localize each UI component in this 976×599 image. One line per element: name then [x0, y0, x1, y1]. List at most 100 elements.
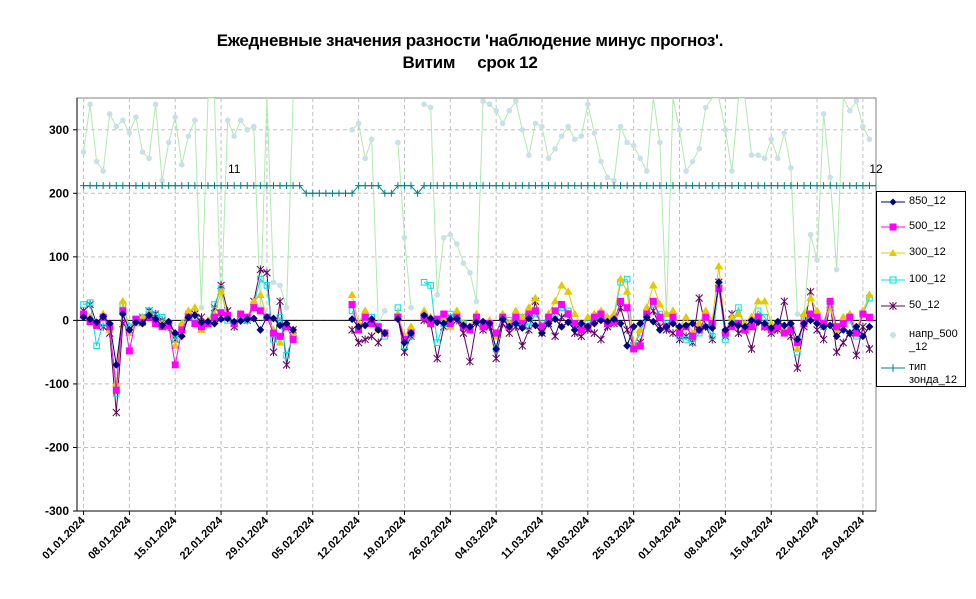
data-point [190, 303, 200, 311]
data-point [164, 317, 173, 326]
data-point [657, 139, 663, 146]
data-point [243, 182, 251, 190]
data-point [623, 275, 631, 283]
data-point [721, 182, 729, 190]
data-point [382, 308, 388, 314]
data-point [191, 320, 199, 328]
data-point [433, 339, 441, 346]
data-point [721, 326, 730, 334]
data-point [702, 313, 710, 321]
data-point [780, 329, 788, 337]
data-point [669, 329, 677, 338]
data-point [603, 182, 611, 190]
data-point [224, 182, 232, 190]
data-point [734, 329, 743, 338]
data-point [538, 323, 546, 331]
data-point [368, 136, 375, 143]
data-point [702, 182, 710, 190]
data-point [832, 348, 841, 357]
data-point [243, 315, 252, 324]
data-point [296, 182, 304, 190]
data-point [125, 326, 134, 334]
data-point [753, 296, 763, 305]
annotation-label: 12 [869, 162, 883, 176]
x-tick-label: 11.03.2024 [499, 514, 547, 562]
data-point [112, 360, 121, 369]
data-point [852, 351, 861, 360]
data-point [858, 332, 867, 341]
data-point [865, 182, 873, 190]
legend-label: 850_12 [909, 195, 946, 207]
data-point [348, 315, 356, 324]
data-point [184, 182, 192, 190]
data-point [361, 335, 370, 344]
data-point [689, 332, 697, 340]
data-point [545, 313, 553, 321]
data-point [125, 182, 133, 190]
data-point [695, 182, 703, 190]
data-point [773, 317, 782, 326]
data-point [708, 332, 716, 340]
data-point [550, 296, 560, 305]
data-point [400, 338, 409, 347]
data-point [125, 347, 133, 355]
data-point [637, 155, 644, 162]
x-tick-label: 29.01.2024 [224, 514, 272, 562]
x-tick-label: 22.04.2024 [774, 514, 822, 562]
y-tick-label: 100 [49, 250, 69, 264]
data-point [427, 104, 434, 111]
data-point [236, 317, 245, 325]
data-point [263, 268, 271, 277]
data-point [669, 182, 677, 190]
data-point [479, 317, 487, 326]
data-point [459, 321, 468, 330]
data-point [93, 158, 100, 165]
data-point [656, 182, 664, 190]
data-point [249, 314, 258, 323]
data-point [276, 297, 284, 306]
data-point [668, 306, 678, 314]
data-point [394, 315, 402, 324]
data-point [171, 361, 179, 369]
data-point [761, 182, 769, 190]
data-point [872, 182, 876, 190]
data-point [355, 120, 362, 127]
data-point [263, 282, 271, 289]
data-point [813, 319, 821, 328]
data-point [374, 338, 383, 347]
data-point [374, 182, 382, 190]
x-tick-label: 22.01.2024 [178, 514, 226, 562]
data-point [793, 344, 802, 352]
data-point [289, 335, 297, 343]
data-point [277, 282, 283, 289]
data-point [807, 310, 815, 318]
data-point [636, 182, 644, 190]
data-point [269, 182, 277, 190]
data-point [748, 323, 756, 331]
x-tick-label: 15.04.2024 [728, 514, 776, 562]
data-point [748, 182, 756, 190]
data-point [99, 312, 108, 321]
data-point [590, 182, 598, 190]
data-point [597, 310, 605, 318]
data-point [486, 182, 494, 190]
data-point [172, 114, 179, 120]
data-point [577, 182, 585, 190]
data-point [498, 315, 507, 324]
data-point [276, 332, 284, 340]
data-point [79, 313, 88, 322]
data-point [427, 182, 435, 190]
data-point [545, 155, 552, 162]
data-point [446, 182, 454, 190]
data-point [865, 322, 874, 331]
data-point [755, 152, 761, 158]
data-point [597, 316, 605, 325]
data-point [170, 341, 180, 349]
x-tick-label: 19.02.2024 [361, 514, 409, 562]
data-point [806, 316, 815, 325]
data-point [105, 319, 114, 328]
data-point [689, 182, 697, 190]
data-point [518, 182, 526, 190]
data-point [420, 311, 429, 320]
data-point [635, 325, 645, 333]
